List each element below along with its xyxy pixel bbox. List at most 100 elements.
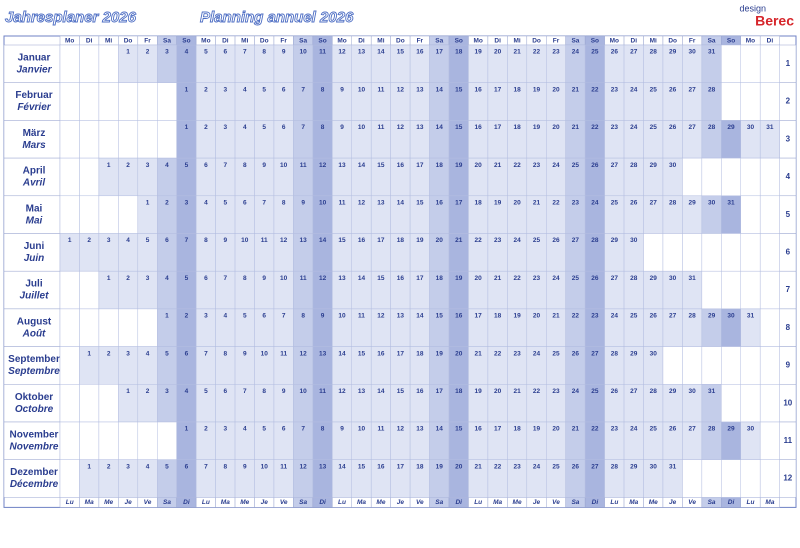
day-number: 13 [300,237,308,244]
day-cell [701,346,722,385]
day-number: 1 [107,162,111,169]
day-number: 2 [165,200,169,207]
day-number: 21 [533,200,541,207]
day-number: 10 [261,463,269,470]
day-number: 17 [455,200,463,207]
day-number: 26 [669,124,677,131]
day-number: 31 [766,124,774,131]
day-number: 9 [262,162,266,169]
day-cell [759,157,780,197]
day-number: 2 [204,426,208,433]
day-number: 23 [513,350,521,357]
weekday-fr: Lu [610,499,618,506]
month-label-cell [3,459,61,498]
weekday-fr: Lu [474,499,482,506]
month-de: März [23,128,46,139]
day-number: 4 [185,388,189,395]
day-number: 24 [611,313,619,320]
day-number: 23 [611,124,619,131]
day-number: 6 [282,124,286,131]
day-number: 7 [301,124,305,131]
day-cell [98,82,119,121]
day-number: 29 [689,200,697,207]
day-number: 31 [747,313,755,320]
day-cell [79,308,100,347]
day-number: 4 [243,86,247,93]
day-number: 7 [301,86,305,93]
weekday-de: Di [358,38,365,45]
day-cell [137,308,158,347]
day-number: 31 [689,275,697,282]
weekday-de: Do [668,38,677,45]
day-number: 5 [185,162,189,169]
day-number: 10 [358,124,366,131]
day-number: 28 [630,162,638,169]
day-cell [79,44,100,83]
weekday-de: Di [86,38,93,45]
month-de: November [10,429,59,440]
weekday-fr: Je [669,499,677,506]
day-number: 2 [204,86,208,93]
day-number: 28 [611,350,619,357]
day-number: 22 [513,275,521,282]
day-number: 4 [243,124,247,131]
day-cell [740,195,761,234]
day-number: 11 [300,275,307,282]
weekday-fr: Lu [746,499,754,506]
month-de: Juli [25,279,42,290]
day-number: 25 [591,388,599,395]
day-cell [98,308,119,347]
day-cell [118,421,139,460]
title-de: Jahresplaner 2026 [5,9,137,26]
day-number: 19 [494,200,502,207]
day-cell [79,82,100,121]
day-cell [759,384,780,423]
day-number: 25 [552,350,560,357]
day-cell [79,270,100,310]
day-number: 16 [397,275,405,282]
day-number: 21 [552,313,560,320]
weekday-de: Mo [337,38,346,45]
day-number: 10 [261,350,269,357]
day-number: 30 [650,350,658,357]
day-number: 20 [513,200,521,207]
weekday-fr: Me [513,499,522,506]
day-number: 13 [319,463,327,470]
day-number: 6 [262,313,266,320]
day-number: 17 [494,124,502,131]
day-number: 17 [416,275,424,282]
day-cell [740,44,761,83]
day-number: 16 [416,49,424,56]
day-number: 24 [533,463,541,470]
day-number: 8 [282,200,286,207]
month-label-cell [3,82,61,121]
day-number: 9 [243,350,247,357]
weekday-fr: Di [728,499,735,506]
day-number: 22 [591,86,599,93]
day-cell [59,120,80,159]
day-number: 14 [397,200,405,207]
day-number: 20 [533,313,541,320]
day-number: 31 [708,49,716,56]
day-number: 13 [338,162,346,169]
day-number: 15 [416,200,424,207]
day-number: 5 [204,49,208,56]
month-fr: Juin [24,253,45,264]
day-number: 30 [650,463,658,470]
weekday-de: So [591,38,599,45]
day-number: 8 [224,463,228,470]
month-de: August [17,316,52,327]
weekday-fr: Di [319,499,326,506]
day-number: 20 [475,162,483,169]
day-number: 19 [513,313,521,320]
month-number: 7 [786,285,791,294]
day-number: 9 [340,426,344,433]
day-number: 4 [165,275,169,282]
day-cell [59,195,80,234]
day-cell [59,421,80,460]
weekday-fr: Ve [280,499,288,506]
day-number: 9 [282,49,286,56]
day-number: 21 [513,388,521,395]
day-number: 25 [650,86,658,93]
day-number: 26 [572,463,580,470]
